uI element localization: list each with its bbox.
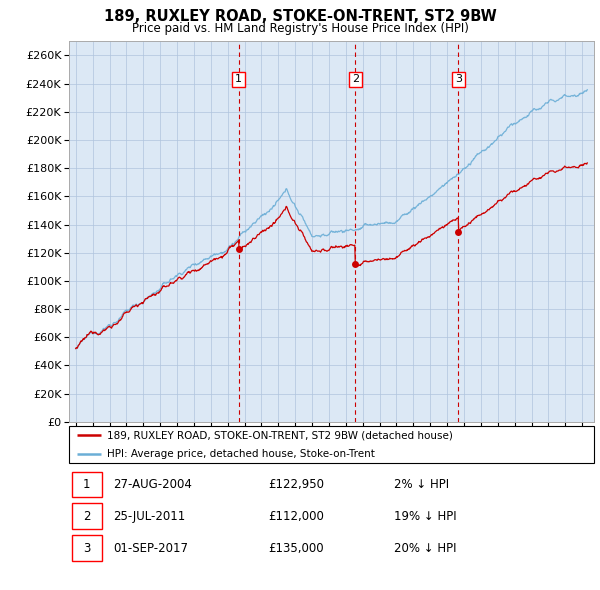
Bar <box>71 535 102 561</box>
Text: 2% ↓ HPI: 2% ↓ HPI <box>395 478 449 491</box>
Text: 3: 3 <box>455 74 462 84</box>
Text: £122,950: £122,950 <box>269 478 325 491</box>
Bar <box>71 471 102 497</box>
Text: 01-SEP-2017: 01-SEP-2017 <box>113 542 188 555</box>
Text: 27-AUG-2004: 27-AUG-2004 <box>113 478 193 491</box>
Text: 2: 2 <box>83 510 91 523</box>
Text: £112,000: £112,000 <box>269 510 325 523</box>
Text: 1: 1 <box>235 74 242 84</box>
Bar <box>71 503 102 529</box>
Text: 19% ↓ HPI: 19% ↓ HPI <box>395 510 457 523</box>
Text: 189, RUXLEY ROAD, STOKE-ON-TRENT, ST2 9BW: 189, RUXLEY ROAD, STOKE-ON-TRENT, ST2 9B… <box>104 9 496 24</box>
Text: 25-JUL-2011: 25-JUL-2011 <box>113 510 186 523</box>
Text: 20% ↓ HPI: 20% ↓ HPI <box>395 542 457 555</box>
Text: £135,000: £135,000 <box>269 542 324 555</box>
Text: 1: 1 <box>83 478 91 491</box>
Text: 3: 3 <box>83 542 91 555</box>
Text: 2: 2 <box>352 74 359 84</box>
Text: HPI: Average price, detached house, Stoke-on-Trent: HPI: Average price, detached house, Stok… <box>107 449 374 459</box>
Text: 189, RUXLEY ROAD, STOKE-ON-TRENT, ST2 9BW (detached house): 189, RUXLEY ROAD, STOKE-ON-TRENT, ST2 9B… <box>107 430 452 440</box>
Text: Price paid vs. HM Land Registry's House Price Index (HPI): Price paid vs. HM Land Registry's House … <box>131 22 469 35</box>
